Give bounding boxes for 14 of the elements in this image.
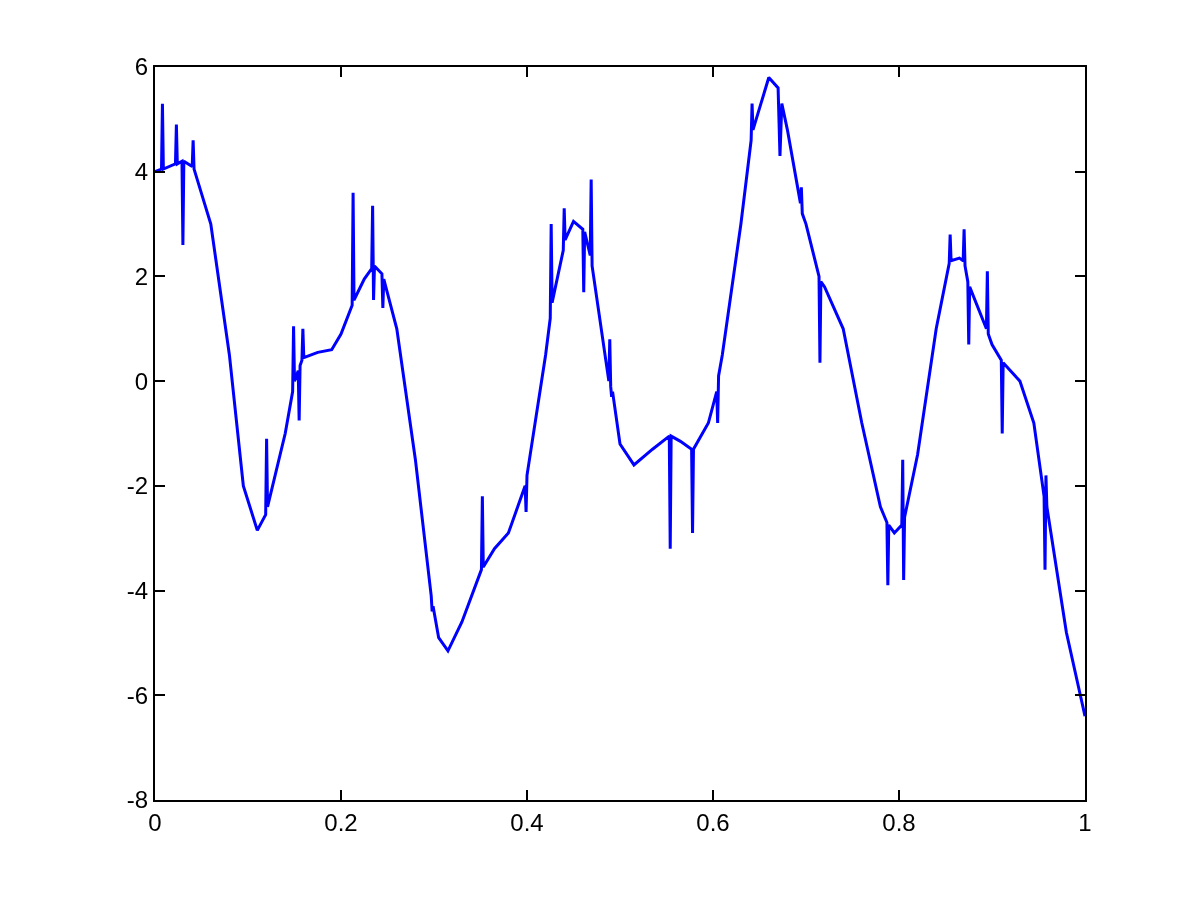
y-tick-label: 4 <box>134 158 149 186</box>
x-tick-label: 0.8 <box>882 808 916 836</box>
x-tick-label: 0.2 <box>324 808 358 836</box>
y-tick-label: -8 <box>126 786 149 814</box>
y-tick-label: 6 <box>134 53 149 81</box>
y-tick-label: -6 <box>126 681 149 709</box>
x-tick-label: 0.4 <box>510 808 544 836</box>
y-tick-label: -2 <box>126 472 149 500</box>
y-tick-label: -4 <box>126 576 149 604</box>
y-tick-label: 2 <box>134 262 149 290</box>
line-series <box>155 75 1085 718</box>
x-tick-label: 0.6 <box>696 808 730 836</box>
y-tick-label: 0 <box>134 367 149 395</box>
x-tick-label: 1 <box>1078 808 1092 836</box>
